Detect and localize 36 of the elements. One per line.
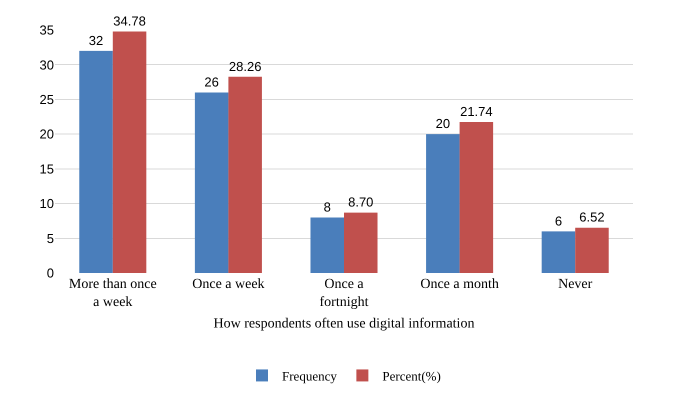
data-label: 28.26 bbox=[228, 58, 262, 74]
y-tick-label: 15 bbox=[40, 161, 54, 176]
x-tick-label: Once a month bbox=[420, 277, 499, 292]
data-label: 26 bbox=[204, 74, 219, 90]
bar bbox=[228, 76, 262, 273]
data-label: 34.78 bbox=[113, 14, 146, 29]
y-tick-label: 25 bbox=[40, 92, 54, 107]
x-tick-label: Once a week bbox=[192, 277, 265, 292]
bar bbox=[344, 212, 378, 273]
x-axis-title: How respondents often use digital information bbox=[214, 316, 474, 332]
data-label: 8.70 bbox=[348, 194, 374, 210]
y-tick-label: 30 bbox=[40, 57, 54, 72]
x-tick-label: More than once a week bbox=[68, 277, 157, 310]
legend-label: Percent(%) bbox=[382, 368, 441, 384]
bar bbox=[542, 231, 576, 273]
bar bbox=[426, 134, 460, 273]
data-label: 6 bbox=[554, 213, 562, 228]
legend-label: Frequency bbox=[282, 368, 338, 384]
x-tick-label: Never bbox=[558, 277, 593, 292]
bar bbox=[79, 50, 113, 273]
bar bbox=[460, 122, 494, 273]
bar bbox=[310, 217, 344, 273]
data-label: 6.52 bbox=[579, 210, 605, 225]
y-tick-label: 20 bbox=[40, 126, 54, 142]
x-tick-label: Once a fortnight bbox=[320, 277, 369, 310]
y-tick-label: 0 bbox=[46, 266, 54, 281]
bar bbox=[194, 92, 228, 273]
data-label: 20 bbox=[436, 116, 450, 132]
y-tick-label: 35 bbox=[40, 22, 54, 38]
bar bbox=[112, 32, 146, 273]
data-label: 8 bbox=[324, 199, 331, 214]
y-tick-label: 5 bbox=[46, 230, 54, 246]
bar bbox=[575, 228, 609, 273]
data-label: 21.74 bbox=[460, 104, 493, 120]
data-label: 32 bbox=[88, 32, 104, 48]
y-tick-label: 10 bbox=[40, 196, 54, 212]
